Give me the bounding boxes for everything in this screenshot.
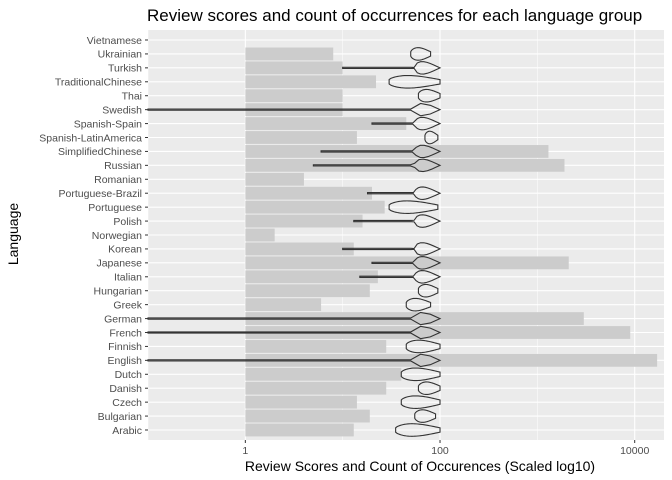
bar [245, 340, 387, 353]
bar [245, 131, 357, 144]
y-tick-label: Dutch [115, 369, 143, 381]
violin [312, 158, 442, 173]
bar [245, 423, 354, 437]
y-tick-label: German [104, 313, 142, 325]
violin [417, 283, 439, 298]
bar [245, 353, 658, 367]
bar [245, 61, 343, 75]
y-tick-label: Norwegian [92, 230, 142, 242]
bar [245, 270, 378, 284]
violin [388, 74, 441, 89]
bar [245, 312, 584, 325]
y-tick-label: SimplifiedChinese [58, 146, 142, 158]
bar [245, 47, 334, 61]
violin [366, 186, 442, 201]
bar [245, 256, 569, 270]
x-tick-label: 100 [431, 445, 449, 457]
bars [245, 47, 658, 437]
bar [245, 326, 631, 339]
y-tick-label: Arabic [112, 425, 142, 437]
x-tick-labels: 1 100 10000 [242, 440, 649, 457]
y-tick-label: Portuguese [88, 202, 142, 214]
bar [245, 117, 407, 130]
y-tick-label: Spanish-Spain [74, 118, 142, 130]
violin [410, 47, 432, 61]
violin [400, 395, 441, 409]
y-tick-label: TraditionalChinese [55, 77, 142, 89]
violin [147, 311, 442, 326]
y-axis-title: Language [5, 203, 21, 266]
y-tick-label: Ukrainian [98, 49, 143, 61]
bar [245, 103, 343, 117]
bar [245, 409, 370, 423]
y-tick-label: Thai [122, 91, 142, 103]
violin [371, 116, 442, 131]
bar [245, 284, 370, 298]
violin [320, 144, 442, 159]
y-tick-label: Spanish-LatinAmerica [39, 132, 142, 144]
y-tick-label: Danish [109, 383, 142, 395]
bar [245, 186, 372, 200]
violin [414, 409, 437, 423]
y-tick-label: Russian [104, 160, 142, 172]
bar [245, 298, 322, 312]
violin [353, 214, 442, 228]
bar [245, 158, 565, 172]
bar [245, 75, 377, 89]
violin [400, 367, 441, 382]
bar [245, 214, 363, 228]
violins [147, 47, 442, 437]
violin [371, 256, 442, 270]
y-tick-label: Korean [108, 244, 142, 256]
y-tick-label: Japanese [96, 258, 142, 270]
violin [342, 61, 442, 75]
x-tick-label: 1 [242, 445, 248, 457]
violin [359, 269, 442, 284]
y-tick-label: Vietnamese [87, 35, 142, 47]
y-tick-label: Greek [113, 299, 142, 311]
bar [245, 242, 354, 256]
violin [342, 242, 442, 256]
bar [245, 89, 343, 103]
violin [405, 297, 432, 312]
y-tick-label: French [109, 327, 142, 339]
x-axis-title: Review Scores and Count of Occurences (S… [245, 458, 595, 474]
y-tick-label: English [108, 355, 143, 367]
y-tick-label: Romanian [94, 174, 142, 186]
y-tick-label: Bulgarian [98, 411, 143, 423]
violin [395, 423, 441, 437]
y-tick-label: Polish [113, 216, 142, 228]
bar [245, 367, 402, 381]
chart-title: Review scores and count of occurrences f… [147, 6, 642, 25]
bar [245, 200, 385, 214]
bar [245, 381, 387, 395]
bar [245, 228, 275, 242]
bar [245, 145, 549, 158]
y-tick-label: Italian [114, 272, 142, 284]
violin [424, 130, 439, 145]
y-tick-label: Finnish [108, 341, 142, 353]
violin [388, 200, 439, 214]
violin [147, 353, 442, 368]
bar [245, 172, 304, 186]
y-tick-label: Turkish [108, 63, 142, 75]
y-tick-label: Swedish [102, 104, 142, 116]
violin [147, 325, 442, 340]
y-tick-label: Portuguese-Brazil [59, 188, 142, 200]
violin [405, 339, 441, 354]
violin [417, 381, 441, 396]
bar [245, 395, 357, 409]
y-tick-label: Czech [112, 397, 142, 409]
violin [147, 102, 442, 117]
y-tick-label: Hungarian [94, 286, 143, 298]
x-tick-label: 10000 [620, 445, 649, 457]
violin [417, 88, 441, 103]
y-tick-labels: Vietnamese Ukrainian Turkish TraditionalChi… [39, 35, 148, 437]
